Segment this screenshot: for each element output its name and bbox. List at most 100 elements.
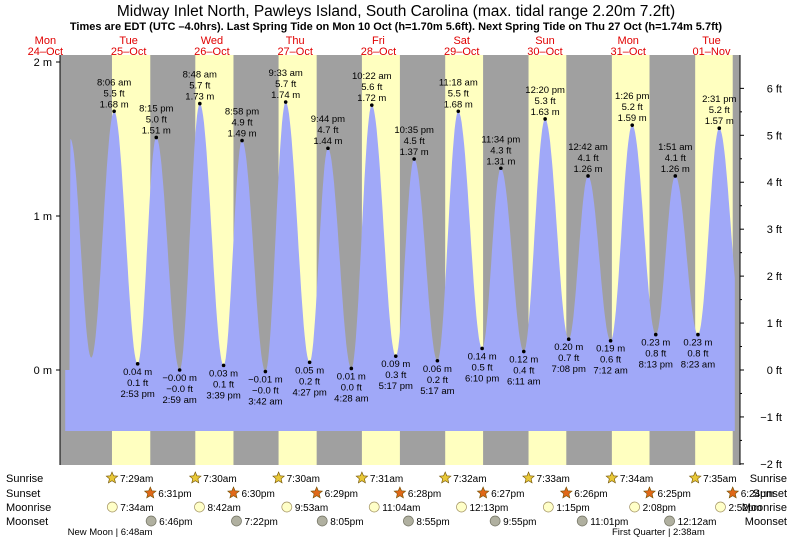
- high-tide-time: 10:22 am: [352, 71, 392, 82]
- low-tide-time: 3:39 pm: [206, 390, 240, 401]
- high-tide-feet: 4.7 ft: [317, 125, 338, 136]
- low-tide-meters: 0.23 m: [683, 338, 712, 349]
- sunrise-time: 7:34am: [620, 474, 653, 485]
- new-moon-label: New Moon | 6:48am: [68, 527, 153, 538]
- sunset-time: 6:27pm: [491, 489, 524, 500]
- high-tide-time: 1:51 am: [658, 142, 692, 153]
- low-tide-point: [696, 332, 700, 337]
- high-tide-feet: 4.5 ft: [404, 136, 425, 147]
- high-tide-time: 8:06 am: [97, 77, 131, 88]
- low-tide-feet: −0.0 ft: [252, 386, 279, 397]
- moonset-icon: [576, 515, 588, 527]
- moonrise-icon: [368, 501, 380, 513]
- high-tide-meters: 1.57 m: [705, 116, 734, 127]
- sunrise-time: 7:30am: [203, 474, 236, 485]
- low-tide-time: 4:27 pm: [292, 387, 326, 398]
- low-tide-point: [307, 360, 312, 365]
- high-tide-meters: 1.26 m: [574, 164, 603, 175]
- high-tide-meters: 1.68 m: [444, 99, 473, 110]
- sunrise-time: 7:29am: [120, 474, 153, 485]
- high-tide-feet: 5.6 ft: [361, 82, 382, 93]
- low-tide-point: [521, 349, 526, 354]
- day-weekday-label: Sat: [453, 35, 470, 47]
- low-tide-meters: 0.14 m: [468, 351, 497, 362]
- day-labels: Mon24–OctTue25–OctWed26–OctThu27–OctFri2…: [28, 35, 731, 58]
- sunrise-time: 7:33am: [537, 474, 570, 485]
- feet-tick-label: −2 ft: [760, 459, 782, 471]
- low-tide-point: [263, 369, 268, 374]
- high-tide-time: 2:31 pm: [702, 94, 736, 105]
- low-tide-point: [480, 346, 484, 351]
- sunset-icon: [227, 486, 240, 499]
- low-tide-feet: 0.2 ft: [427, 375, 448, 386]
- high-tide-time: 11:18 am: [439, 77, 478, 88]
- sunrise-icon: [105, 471, 119, 484]
- high-tide-feet: 5.3 ft: [535, 96, 556, 107]
- low-tide-point: [653, 332, 658, 337]
- moonset-icon: [316, 515, 328, 527]
- high-tide-point: [543, 117, 547, 121]
- low-tide-feet: 0.0 ft: [341, 382, 362, 393]
- high-tide-feet: 5.5 ft: [448, 88, 469, 99]
- day-weekday-label: Fri: [372, 35, 385, 47]
- low-tide-meters: 0.04 m: [123, 367, 152, 378]
- sunset-time: 6:31pm: [158, 489, 191, 500]
- moonset-time: 9:55pm: [503, 517, 536, 528]
- high-tide-feet: 5.5 ft: [104, 88, 125, 99]
- day-weekday-label: Mon: [35, 35, 56, 47]
- high-tide-meters: 1.74 m: [271, 90, 300, 101]
- low-tide-meters: 0.01 m: [337, 371, 366, 382]
- sunrise-time: 7:32am: [453, 474, 486, 485]
- low-tide-meters: 0.03 m: [209, 368, 238, 379]
- low-tide-point: [135, 362, 140, 366]
- high-tide-point: [112, 109, 116, 114]
- high-tide-meters: 1.68 m: [100, 99, 129, 110]
- high-tide-point: [240, 138, 244, 143]
- low-tide-feet: 0.1 ft: [213, 379, 234, 390]
- high-tide-point: [283, 100, 288, 104]
- moonrise-time: 12:13pm: [469, 503, 508, 514]
- sunrise-time: 7:30am: [287, 474, 320, 485]
- day-weekday-label: Wed: [201, 35, 223, 47]
- day-weekday-label: Tue: [702, 35, 721, 47]
- low-tide-meters: 0.23 m: [641, 338, 670, 349]
- sunrise-icon: [272, 471, 286, 484]
- low-tide-feet: 0.4 ft: [513, 366, 534, 377]
- moonset-time: 12:12am: [678, 517, 717, 528]
- high-tide-meters: 1.44 m: [313, 136, 342, 147]
- low-tide-time: 5:17 am: [420, 386, 454, 397]
- high-tide-meters: 1.31 m: [486, 156, 515, 167]
- feet-tick-label: 2 ft: [767, 271, 782, 283]
- moonrise-row-label-left: Moonrise: [6, 502, 51, 514]
- feet-tick-label: 1 ft: [767, 318, 782, 330]
- moonrise-icon: [281, 501, 293, 513]
- sunset-time: 6:25pm: [658, 489, 691, 500]
- sunset-icon: [476, 486, 490, 499]
- moonset-icon: [403, 515, 414, 527]
- low-tide-point: [393, 354, 398, 358]
- high-tide-point: [369, 103, 374, 107]
- day-weekday-label: Mon: [618, 35, 639, 47]
- feet-tick-label: −1 ft: [760, 412, 782, 424]
- low-tide-feet: 0.1 ft: [127, 378, 148, 389]
- astronomy-rows: Sunrise Sunrise Sunset Sunset Moonrise Moonri…: [6, 471, 787, 538]
- high-tide-time: 11:34 pm: [481, 134, 520, 145]
- plot-area: 8:06 am5.5 ft1.68 m0.04 m0.1 ft2:53 pm8:…: [60, 55, 740, 465]
- high-tide-feet: 5.2 ft: [622, 102, 643, 113]
- sunrise-icon: [355, 471, 369, 484]
- sunrise-icon: [438, 471, 452, 484]
- low-tide-point: [349, 366, 354, 371]
- high-tide-feet: 5.2 ft: [709, 105, 730, 116]
- high-tide-meters: 1.37 m: [400, 147, 429, 158]
- sunset-icon: [643, 486, 656, 499]
- moonrise-time: 8:42am: [207, 503, 240, 514]
- sunrise-icon: [522, 471, 535, 484]
- moonrise-icon: [456, 501, 467, 513]
- low-tide-time: 4:28 am: [334, 393, 368, 404]
- moonset-time: 8:05pm: [330, 517, 363, 528]
- low-tide-time: 6:10 pm: [465, 373, 499, 384]
- moonset-icon: [231, 515, 242, 527]
- moonset-time: 11:01pm: [590, 517, 628, 528]
- sunset-icon: [143, 486, 157, 499]
- high-tide-meters: 1.51 m: [142, 125, 171, 136]
